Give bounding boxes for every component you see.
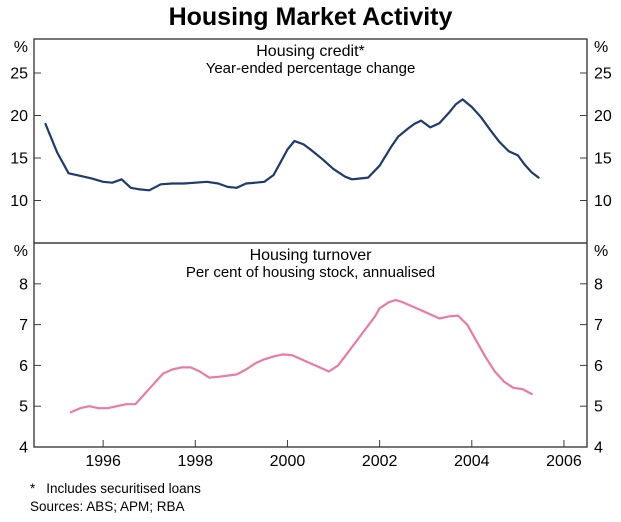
footnote: * Includes securitised loans bbox=[30, 480, 621, 498]
y-tick-label-left: 25 bbox=[10, 66, 28, 83]
y-tick-label-left: 4 bbox=[19, 440, 28, 457]
plot-frame bbox=[33, 38, 588, 448]
unit-label-right: % bbox=[594, 243, 608, 260]
x-tick-label: 2004 bbox=[454, 453, 490, 470]
y-tick-label-right: 7 bbox=[594, 317, 603, 334]
footnote-marker: * bbox=[30, 481, 36, 496]
y-tick-label-left: 5 bbox=[19, 399, 28, 416]
panel-title: Housing credit* bbox=[256, 43, 365, 60]
y-tick-label-left: 6 bbox=[19, 358, 28, 375]
x-tick-label: 2006 bbox=[546, 453, 582, 470]
y-tick-label-left: 10 bbox=[10, 193, 28, 210]
unit-label-left: % bbox=[14, 39, 28, 56]
unit-label-right: % bbox=[594, 39, 608, 56]
chart-svg: 10 10 15 15 20 20 25 25% % Housing credit*Year-en… bbox=[10, 38, 612, 470]
unit-label-left: % bbox=[14, 243, 28, 260]
footnote-text: Includes securitised loans bbox=[46, 481, 201, 496]
y-tick-label-right: 4 bbox=[594, 440, 603, 457]
y-tick-label-left: 8 bbox=[19, 276, 28, 293]
panel-title: Housing turnover bbox=[250, 247, 373, 264]
chart-title: Housing Market Activity bbox=[168, 3, 453, 31]
x-tick-label: 2002 bbox=[362, 453, 398, 470]
panel-subtitle: Year-ended percentage change bbox=[206, 60, 416, 77]
y-tick-label-right: 20 bbox=[594, 108, 612, 125]
y-tick-label-right: 5 bbox=[594, 399, 603, 416]
y-tick-label-left: 20 bbox=[10, 108, 28, 125]
y-tick-label-left: 7 bbox=[19, 317, 28, 334]
y-tick-label-right: 25 bbox=[594, 66, 612, 83]
y-tick-label-right: 6 bbox=[594, 358, 603, 375]
sources-line: Sources: ABS; APM; RBA bbox=[30, 499, 185, 514]
series-line bbox=[44, 98, 540, 192]
y-tick-label-right: 15 bbox=[594, 151, 612, 168]
y-tick-label-left: 15 bbox=[10, 151, 28, 168]
y-tick-label-right: 10 bbox=[594, 193, 612, 210]
series-line bbox=[69, 299, 533, 414]
y-tick-label-right: 8 bbox=[594, 276, 603, 293]
x-tick-label: 1998 bbox=[177, 453, 213, 470]
footnotes: * Includes securitised loans Sources: ABS… bbox=[0, 480, 621, 516]
x-tick-label: 2000 bbox=[270, 453, 306, 470]
panel-subtitle: Per cent of housing stock, annualised bbox=[186, 264, 435, 281]
x-tick-label: 1996 bbox=[85, 453, 121, 470]
